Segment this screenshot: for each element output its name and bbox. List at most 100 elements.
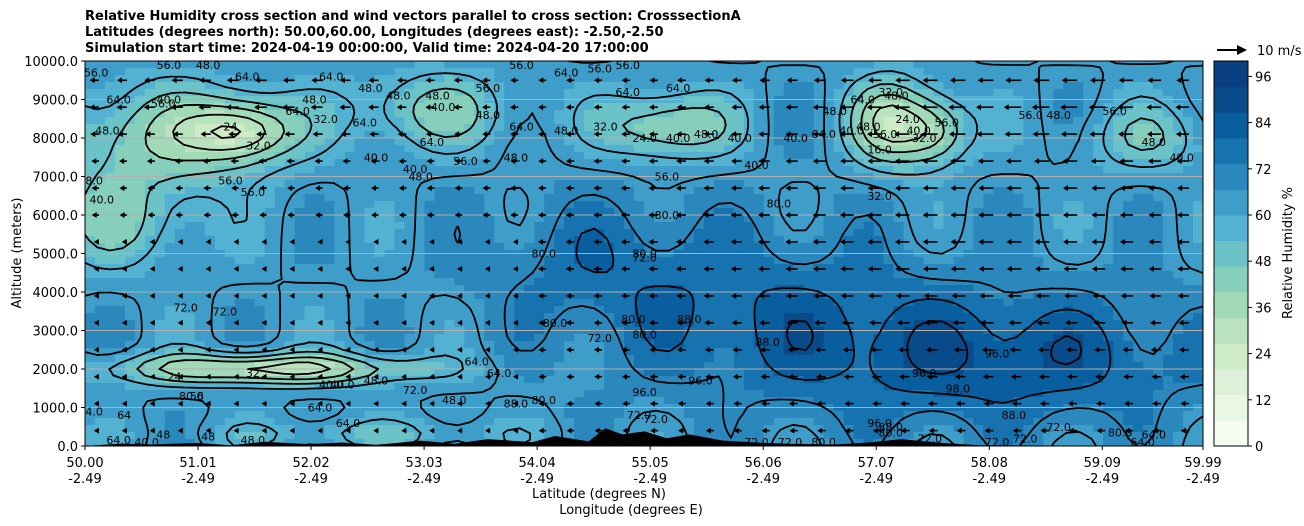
humidity-cell (464, 278, 475, 286)
humidity-cell (444, 103, 455, 111)
humidity-cell (424, 271, 435, 279)
humidity-cell (114, 152, 126, 160)
humidity-cell (953, 355, 965, 363)
humidity-cell (114, 194, 126, 202)
humidity-cell (364, 82, 376, 90)
humidity-cell (204, 166, 216, 174)
humidity-cell (933, 194, 945, 202)
humidity-cell (384, 138, 396, 146)
humidity-cell (594, 215, 605, 223)
humidity-cell (594, 320, 605, 328)
humidity-cell (244, 152, 256, 160)
humidity-cell (234, 110, 246, 118)
humidity-cell (454, 306, 465, 314)
humidity-cell (853, 376, 865, 384)
humidity-cell (673, 397, 685, 405)
humidity-cell (144, 299, 156, 307)
humidity-cell (624, 138, 635, 146)
humidity-cell (963, 362, 975, 370)
humidity-cell (214, 166, 226, 174)
humidity-cell (663, 397, 675, 405)
humidity-cell (324, 411, 336, 419)
humidity-cell (614, 376, 625, 384)
humidity-cell (85, 411, 96, 419)
humidity-cell (653, 103, 665, 111)
humidity-cell (424, 418, 435, 426)
humidity-cell (144, 222, 156, 230)
humidity-cell (624, 313, 635, 321)
humidity-cell (604, 208, 615, 216)
humidity-cell (404, 285, 416, 293)
humidity-cell (584, 145, 595, 153)
humidity-cell (174, 257, 186, 265)
humidity-cell (134, 236, 146, 244)
humidity-cell (983, 222, 994, 230)
humidity-cell (514, 166, 525, 174)
humidity-cell (933, 278, 945, 286)
humidity-cell (913, 320, 925, 328)
humidity-cell (733, 152, 745, 160)
humidity-cell (803, 180, 815, 188)
humidity-cell (624, 285, 635, 293)
humidity-cell (823, 103, 835, 111)
humidity-cell (873, 82, 885, 90)
humidity-cell (204, 82, 216, 90)
humidity-cell (703, 285, 715, 293)
humidity-cell (464, 103, 475, 111)
humidity-cell (853, 432, 865, 440)
humidity-cell (354, 383, 366, 391)
humidity-cell (254, 432, 266, 440)
humidity-cell (953, 180, 965, 188)
humidity-cell (204, 110, 216, 118)
humidity-cell (354, 411, 366, 419)
humidity-cell (893, 425, 905, 433)
humidity-cell (683, 285, 695, 293)
humidity-cell (763, 222, 775, 230)
humidity-cell (444, 278, 455, 286)
humidity-cell (264, 355, 276, 363)
humidity-cell (134, 187, 146, 195)
humidity-cell (604, 201, 615, 209)
humidity-cell (853, 264, 865, 272)
humidity-cell (404, 236, 416, 244)
humidity-cell (144, 89, 156, 97)
humidity-cell (544, 194, 555, 202)
humidity-cell (184, 243, 196, 251)
humidity-cell (564, 341, 575, 349)
humidity-cell (314, 425, 326, 433)
humidity-cell (364, 306, 376, 314)
humidity-cell (394, 229, 406, 237)
humidity-cell (773, 383, 785, 391)
humidity-cell (793, 222, 805, 230)
humidity-cell (104, 208, 116, 216)
humidity-cell (85, 194, 96, 202)
humidity-cell (574, 383, 585, 391)
humidity-cell (85, 271, 96, 279)
humidity-cell (843, 341, 855, 349)
humidity-cell (214, 362, 226, 370)
humidity-cell (104, 425, 116, 433)
humidity-cell (963, 103, 975, 111)
humidity-cell (584, 362, 595, 370)
humidity-cell (394, 68, 406, 76)
humidity-cell (374, 383, 386, 391)
humidity-cell (534, 89, 545, 97)
humidity-cell (723, 313, 735, 321)
humidity-cell (634, 243, 645, 251)
humidity-cell (644, 257, 655, 265)
humidity-cell (634, 187, 645, 195)
humidity-cell (534, 390, 545, 398)
humidity-cell (154, 320, 166, 328)
humidity-cell (703, 82, 715, 90)
humidity-cell (284, 180, 296, 188)
humidity-cell (743, 145, 755, 153)
humidity-cell (434, 152, 445, 160)
humidity-cell (713, 187, 725, 195)
humidity-cell (484, 397, 495, 405)
humidity-cell (464, 397, 475, 405)
humidity-cell (833, 166, 845, 174)
humidity-cell (564, 145, 575, 153)
humidity-cell (653, 348, 665, 356)
humidity-cell (564, 201, 575, 209)
humidity-cell (304, 362, 316, 370)
